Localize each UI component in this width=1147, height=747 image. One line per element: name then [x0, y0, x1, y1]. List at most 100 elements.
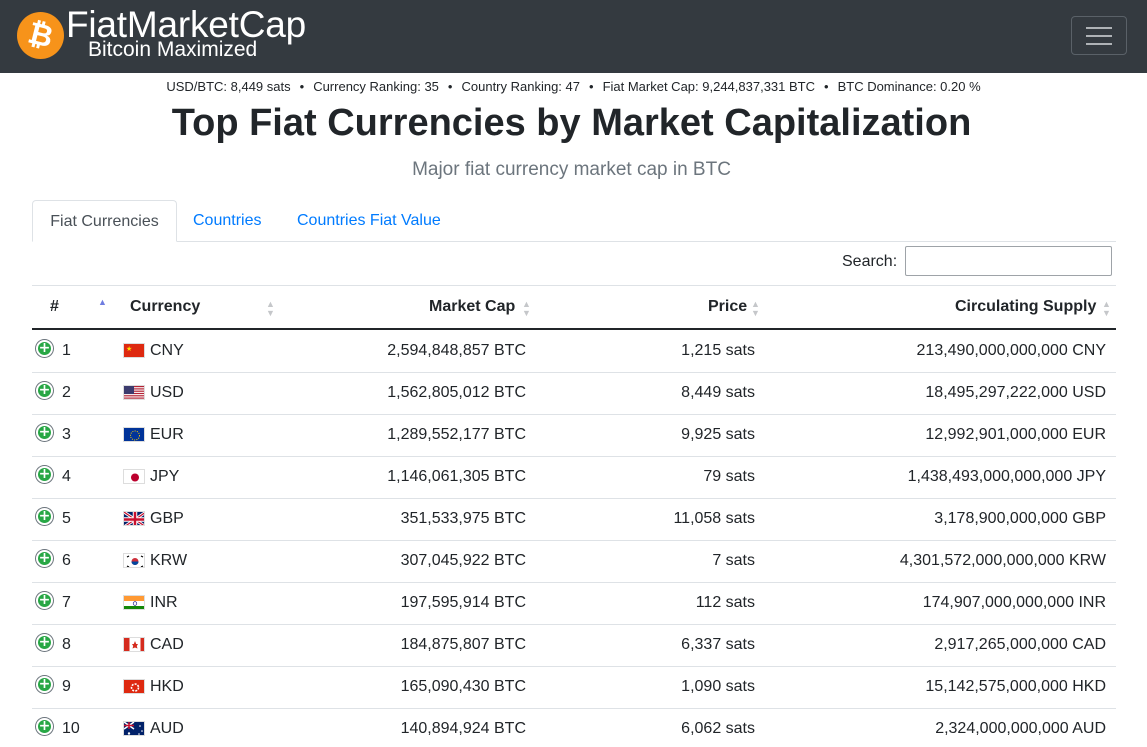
tabs-divider	[32, 241, 1116, 242]
cell-market-cap: 307,045,922 BTC	[400, 552, 526, 569]
cell-market-cap: 184,875,807 BTC	[400, 636, 526, 653]
sort-asc-icon[interactable]: ▲	[98, 297, 107, 307]
cell-market-cap: 2,594,848,857 BTC	[387, 342, 526, 359]
row-divider	[32, 456, 1116, 457]
cell-rank: 4	[62, 468, 71, 485]
cell-rank: 10	[62, 720, 80, 737]
cell-market-cap: 165,090,430 BTC	[400, 678, 526, 695]
cell-rank: 9	[62, 678, 71, 695]
flag-icon	[123, 553, 145, 568]
column-header-circulating-supply[interactable]: Circulating Supply	[955, 298, 1097, 315]
cell-rank: 1	[62, 342, 71, 359]
cell-currency[interactable]: KRW	[150, 552, 188, 569]
plus-circle-icon[interactable]: +	[36, 718, 53, 735]
stat-separator: •	[447, 79, 453, 94]
sort-arrows-icon[interactable]: ▲ ▼	[1102, 299, 1111, 318]
plus-circle-icon[interactable]: +	[36, 466, 53, 483]
cell-currency[interactable]: EUR	[150, 426, 184, 443]
flag-icon	[123, 679, 145, 694]
row-divider	[32, 666, 1116, 667]
cell-price: 1,215 sats	[681, 342, 755, 359]
svg-text:★: ★	[126, 345, 132, 353]
cell-rank: 2	[62, 384, 71, 401]
cell-price: 6,337 sats	[681, 636, 755, 653]
flag-icon	[123, 595, 145, 610]
table-header-border	[32, 328, 1116, 330]
navbar: ₿ FiatMarketCap Bitcoin Maximized	[0, 0, 1147, 73]
column-header-market-cap[interactable]: Market Cap	[429, 298, 516, 315]
plus-circle-icon[interactable]: +	[36, 634, 53, 651]
tab-fiat-currencies[interactable]: Fiat Currencies	[32, 200, 177, 242]
cell-currency[interactable]: CAD	[150, 636, 184, 653]
cell-circulating-supply: 2,324,000,000,000 AUD	[935, 720, 1106, 737]
column-header-currency[interactable]: Currency	[130, 298, 201, 315]
stat-separator: •	[299, 79, 305, 94]
cell-currency[interactable]: JPY	[150, 468, 180, 485]
cell-circulating-supply: 4,301,572,000,000,000 KRW	[899, 552, 1106, 569]
column-header-price[interactable]: Price	[708, 298, 748, 315]
sort-arrows-icon[interactable]: ▲ ▼	[522, 299, 531, 318]
cell-price: 11,058 sats	[673, 510, 755, 527]
cell-circulating-supply: 18,495,297,222,000 USD	[925, 384, 1106, 401]
cell-price: 9,925 sats	[681, 426, 755, 443]
cell-rank: 7	[62, 594, 71, 611]
cell-market-cap: 1,146,061,305 BTC	[387, 468, 526, 485]
search-label: Search:	[842, 253, 898, 270]
row-divider	[32, 498, 1116, 499]
flag-icon	[123, 427, 145, 442]
hamburger-menu-button[interactable]	[1071, 16, 1127, 55]
row-divider	[32, 708, 1116, 709]
plus-circle-icon[interactable]: +	[36, 340, 53, 357]
cell-circulating-supply: 12,992,901,000,000 EUR	[925, 426, 1106, 443]
flag-icon	[123, 511, 145, 526]
flag-icon	[123, 385, 145, 400]
flag-icon	[123, 469, 145, 484]
brand-name[interactable]: FiatMarketCap	[66, 4, 307, 45]
cell-circulating-supply: 2,917,265,000,000 CAD	[934, 636, 1106, 653]
plus-circle-icon[interactable]: +	[36, 676, 53, 693]
stat-separator: •	[824, 79, 829, 94]
plus-circle-icon[interactable]: +	[36, 550, 53, 567]
plus-circle-icon[interactable]: +	[36, 592, 53, 609]
hamburger-icon	[1086, 35, 1112, 37]
hamburger-icon	[1086, 27, 1112, 29]
stat-currency-ranking: Currency Ranking: 35	[313, 79, 439, 94]
cell-market-cap: 140,894,924 BTC	[400, 720, 526, 737]
cell-currency[interactable]: USD	[150, 384, 184, 401]
brand-tagline: Bitcoin Maximized	[88, 38, 258, 61]
search-input[interactable]	[905, 246, 1112, 276]
row-divider	[32, 540, 1116, 541]
page-subtitle: Major fiat currency market cap in BTC	[412, 159, 731, 180]
table-top-border	[32, 285, 1116, 286]
hamburger-icon	[1086, 43, 1112, 45]
cell-price: 6,062 sats	[681, 720, 755, 737]
plus-circle-icon[interactable]: +	[36, 382, 53, 399]
cell-price: 7 sats	[712, 552, 755, 569]
cell-market-cap: 1,289,552,177 BTC	[387, 426, 526, 443]
cell-circulating-supply: 3,178,900,000,000 GBP	[934, 510, 1106, 527]
row-divider	[32, 414, 1116, 415]
bitcoin-icon[interactable]: ₿	[17, 12, 64, 59]
column-header-rank[interactable]: #	[50, 298, 59, 315]
plus-circle-icon[interactable]: +	[36, 508, 53, 525]
cell-market-cap: 1,562,805,012 BTC	[387, 384, 526, 401]
cell-market-cap: 351,533,975 BTC	[400, 510, 526, 527]
cell-currency[interactable]: CNY	[150, 342, 184, 359]
cell-currency[interactable]: INR	[150, 594, 178, 611]
stat-usd-btc: USD/BTC: 8,449 sats	[166, 79, 291, 94]
bitcoin-glyph: ₿	[24, 15, 57, 56]
cell-circulating-supply: 174,907,000,000,000 INR	[922, 594, 1106, 611]
cell-currency[interactable]: GBP	[150, 510, 184, 527]
cell-currency[interactable]: AUD	[150, 720, 184, 737]
sort-arrows-icon[interactable]: ▲ ▼	[751, 299, 760, 318]
row-divider	[32, 372, 1116, 373]
plus-circle-icon[interactable]: +	[36, 424, 53, 441]
tab-countries-fiat-value[interactable]: Countries Fiat Value	[297, 212, 441, 229]
cell-price: 8,449 sats	[681, 384, 755, 401]
tab-countries[interactable]: Countries	[193, 212, 262, 229]
cell-currency[interactable]: HKD	[150, 678, 184, 695]
row-divider	[32, 582, 1116, 583]
cell-market-cap: 197,595,914 BTC	[400, 594, 526, 611]
sort-arrows-icon[interactable]: ▲ ▼	[266, 299, 275, 318]
cell-rank: 6	[62, 552, 71, 569]
